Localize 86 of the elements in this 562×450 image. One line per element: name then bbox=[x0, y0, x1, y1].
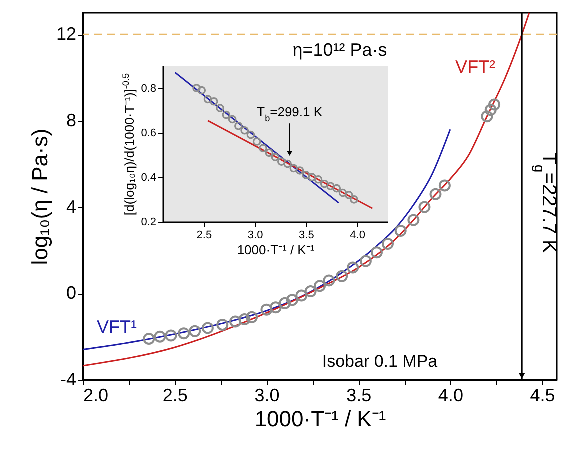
point bbox=[252, 138, 262, 146]
point bbox=[430, 188, 442, 200]
point bbox=[216, 318, 229, 331]
point bbox=[290, 164, 298, 173]
line-series bbox=[82, 12, 530, 367]
point bbox=[192, 84, 201, 92]
point bbox=[350, 196, 358, 204]
series-label: VFT² bbox=[456, 56, 496, 77]
point bbox=[347, 262, 360, 274]
point bbox=[438, 180, 451, 192]
point bbox=[202, 322, 214, 334]
x-axis-title: 1000·T⁻¹ / K⁻¹ bbox=[237, 242, 316, 258]
point bbox=[314, 176, 323, 184]
y-tick-label: 0.4 bbox=[141, 172, 156, 184]
point bbox=[296, 290, 308, 302]
point bbox=[296, 166, 304, 175]
point bbox=[326, 182, 335, 190]
y-tick-label: 0.8 bbox=[141, 82, 156, 95]
point bbox=[240, 126, 249, 135]
point bbox=[320, 180, 329, 188]
y-tick-label: 8 bbox=[66, 110, 76, 130]
y-tick-label: 0.6 bbox=[141, 127, 156, 140]
point bbox=[271, 153, 280, 162]
x-tick-label: 4.0 bbox=[350, 230, 366, 242]
x-tick-label: 4.5 bbox=[530, 386, 556, 406]
x-tick-label: 3.0 bbox=[248, 230, 264, 242]
point bbox=[418, 201, 431, 214]
annotation: T$_{b}$=299.1 K bbox=[257, 104, 323, 124]
y-tick-label: 0 bbox=[66, 283, 76, 304]
point bbox=[154, 330, 166, 343]
series-label: VFT¹ bbox=[97, 316, 137, 337]
x-tick-label: 2.0 bbox=[84, 386, 109, 406]
point bbox=[189, 325, 202, 338]
point bbox=[286, 294, 298, 306]
point bbox=[314, 280, 326, 292]
point bbox=[323, 274, 336, 287]
point bbox=[370, 246, 383, 259]
point bbox=[308, 173, 316, 182]
y-tick-label: 12 bbox=[56, 24, 76, 44]
point bbox=[143, 332, 156, 345]
point bbox=[210, 98, 218, 106]
y-tick-label: 0.2 bbox=[141, 216, 156, 228]
x-tick-label: 2.5 bbox=[196, 230, 212, 242]
point bbox=[279, 297, 292, 310]
point bbox=[488, 98, 501, 111]
point bbox=[332, 184, 342, 193]
x-axis-title: 1000·T⁻¹ / K⁻¹ bbox=[254, 406, 386, 432]
point bbox=[484, 104, 497, 116]
point bbox=[216, 104, 224, 112]
annotation: η=10¹² Pa·s bbox=[292, 40, 388, 60]
point bbox=[204, 95, 212, 104]
annotation: Isobar 0.1 MPa bbox=[322, 352, 438, 371]
point bbox=[336, 270, 348, 282]
point bbox=[238, 314, 251, 326]
point bbox=[277, 158, 286, 166]
point bbox=[270, 302, 282, 314]
point bbox=[229, 316, 242, 328]
point bbox=[382, 238, 394, 250]
point bbox=[394, 225, 407, 238]
point bbox=[481, 110, 494, 123]
point bbox=[198, 86, 206, 95]
point bbox=[246, 311, 258, 324]
point bbox=[259, 144, 268, 153]
y-tick-label: -4 bbox=[60, 370, 76, 390]
point bbox=[260, 304, 273, 316]
y-axis-title: log₁₀(η / Pa·s) bbox=[27, 128, 52, 266]
point bbox=[344, 191, 354, 200]
point bbox=[304, 286, 317, 298]
point bbox=[246, 130, 256, 140]
point bbox=[178, 328, 190, 340]
point bbox=[222, 110, 231, 120]
x-tick-label: 3.0 bbox=[254, 386, 280, 406]
point bbox=[284, 160, 292, 168]
point bbox=[228, 115, 237, 124]
x-tick-label: 3.5 bbox=[346, 386, 372, 406]
point bbox=[302, 171, 310, 180]
point bbox=[265, 148, 274, 158]
y-tick-label: 4 bbox=[66, 196, 76, 217]
point bbox=[165, 330, 178, 342]
x-tick-label: 4.0 bbox=[438, 386, 464, 406]
x-tick-label: 3.5 bbox=[299, 230, 314, 242]
point bbox=[338, 188, 348, 198]
point bbox=[408, 214, 420, 226]
x-tick-label: 2.5 bbox=[162, 386, 188, 406]
point bbox=[360, 255, 372, 268]
point bbox=[234, 122, 243, 130]
